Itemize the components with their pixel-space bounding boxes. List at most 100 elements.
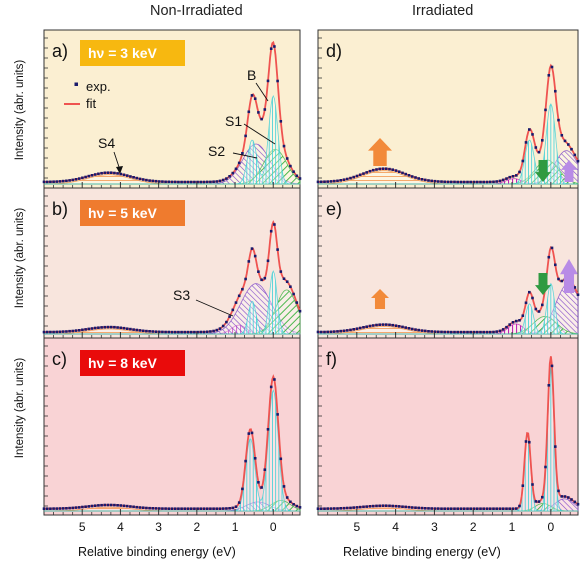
data-point-b xyxy=(61,330,65,333)
data-point-e xyxy=(573,286,577,289)
data-point-d xyxy=(466,180,469,184)
data-point-b xyxy=(215,328,219,332)
data-point-e xyxy=(449,330,453,334)
data-point-c xyxy=(266,428,270,431)
data-point-c xyxy=(141,506,145,509)
data-point-b xyxy=(199,330,203,334)
data-point-e xyxy=(414,328,417,331)
data-point-f xyxy=(323,507,326,510)
data-point-f xyxy=(358,505,362,509)
peak-label-S4: S4 xyxy=(98,135,115,151)
data-point-c xyxy=(129,505,132,508)
data-point-c xyxy=(225,507,228,510)
legend-fit-label: fit xyxy=(86,96,97,111)
x-tick-label-f: 3 xyxy=(431,520,438,534)
data-point-b xyxy=(295,301,299,304)
data-point-f xyxy=(388,504,391,508)
data-point-b xyxy=(183,330,187,334)
x-tick-label-f: 1 xyxy=(509,520,516,534)
panel-letter-a: a) xyxy=(52,41,68,61)
data-point-e xyxy=(326,330,329,334)
data-point-a xyxy=(97,172,100,176)
data-point-b xyxy=(247,260,251,263)
data-point-a xyxy=(106,171,110,174)
component-B-e xyxy=(318,282,578,335)
data-point-a xyxy=(68,179,71,182)
data-point-b xyxy=(151,330,155,333)
data-point-e xyxy=(342,329,346,333)
data-point-c xyxy=(285,496,289,499)
data-point-f xyxy=(462,507,466,510)
data-point-f xyxy=(498,507,502,510)
data-point-a xyxy=(209,180,212,184)
peak-label-S2: S2 xyxy=(208,143,225,159)
peak-labels-b: S3 xyxy=(173,287,234,317)
data-point-b xyxy=(289,285,292,288)
data-point-c xyxy=(247,432,251,435)
data-point-d xyxy=(323,180,326,183)
data-point-d xyxy=(407,174,411,177)
data-point-d xyxy=(394,169,398,172)
legend: exp. fit xyxy=(64,79,111,111)
data-point-c xyxy=(231,506,235,510)
data-point-b xyxy=(298,309,302,313)
data-point-f xyxy=(475,507,479,510)
data-point-f xyxy=(329,507,333,510)
data-point-d xyxy=(563,139,567,143)
data-point-d xyxy=(430,179,433,183)
data-point-a xyxy=(170,180,174,184)
data-point-a xyxy=(266,79,270,83)
data-point-f xyxy=(492,507,495,510)
data-point-c xyxy=(135,505,139,509)
data-point-f xyxy=(436,507,440,510)
data-point-d xyxy=(472,180,476,184)
data-point-e xyxy=(352,328,355,331)
data-point-d xyxy=(342,178,346,181)
data-point-b xyxy=(202,330,206,334)
data-point-d xyxy=(355,174,359,178)
data-point-f xyxy=(541,495,544,499)
data-point-d xyxy=(534,146,538,149)
data-point-a xyxy=(90,174,94,177)
data-point-c xyxy=(52,507,55,510)
panel-e: e) xyxy=(316,187,580,339)
data-point-b xyxy=(122,326,126,330)
data-point-d xyxy=(541,139,544,142)
data-point-c xyxy=(87,505,91,508)
peak-label-B: B xyxy=(247,67,256,83)
data-point-e xyxy=(358,326,362,330)
data-point-e xyxy=(407,327,411,330)
data-point-e xyxy=(511,321,515,324)
data-point-e xyxy=(365,325,368,328)
legend-exp-label: exp. xyxy=(86,79,111,94)
data-point-f xyxy=(417,506,420,510)
data-point-d xyxy=(368,169,372,173)
data-point-b xyxy=(125,327,129,330)
data-point-f xyxy=(420,506,424,510)
data-point-b xyxy=(205,330,209,334)
data-point-e xyxy=(528,290,531,294)
data-point-e xyxy=(576,293,580,296)
data-point-d xyxy=(417,177,420,180)
data-point-d xyxy=(511,175,515,178)
data-point-a xyxy=(250,94,254,97)
data-point-a xyxy=(189,180,193,184)
data-point-b xyxy=(164,330,167,334)
data-point-d xyxy=(414,176,417,179)
data-point-a xyxy=(183,180,187,184)
data-point-f xyxy=(319,507,323,510)
data-point-a xyxy=(161,180,164,183)
data-point-b xyxy=(74,329,78,332)
data-point-c xyxy=(97,504,100,507)
data-point-c xyxy=(180,507,183,510)
photon-energy-badge-a: hν = 3 keV xyxy=(88,45,157,61)
data-point-d xyxy=(349,176,352,180)
data-point-a xyxy=(234,167,238,171)
data-point-d xyxy=(570,147,573,151)
data-point-f xyxy=(485,507,489,510)
data-point-e xyxy=(456,330,459,334)
data-point-b xyxy=(212,329,215,333)
data-point-d xyxy=(362,172,365,175)
data-point-d xyxy=(554,89,557,93)
data-point-b xyxy=(135,328,139,332)
